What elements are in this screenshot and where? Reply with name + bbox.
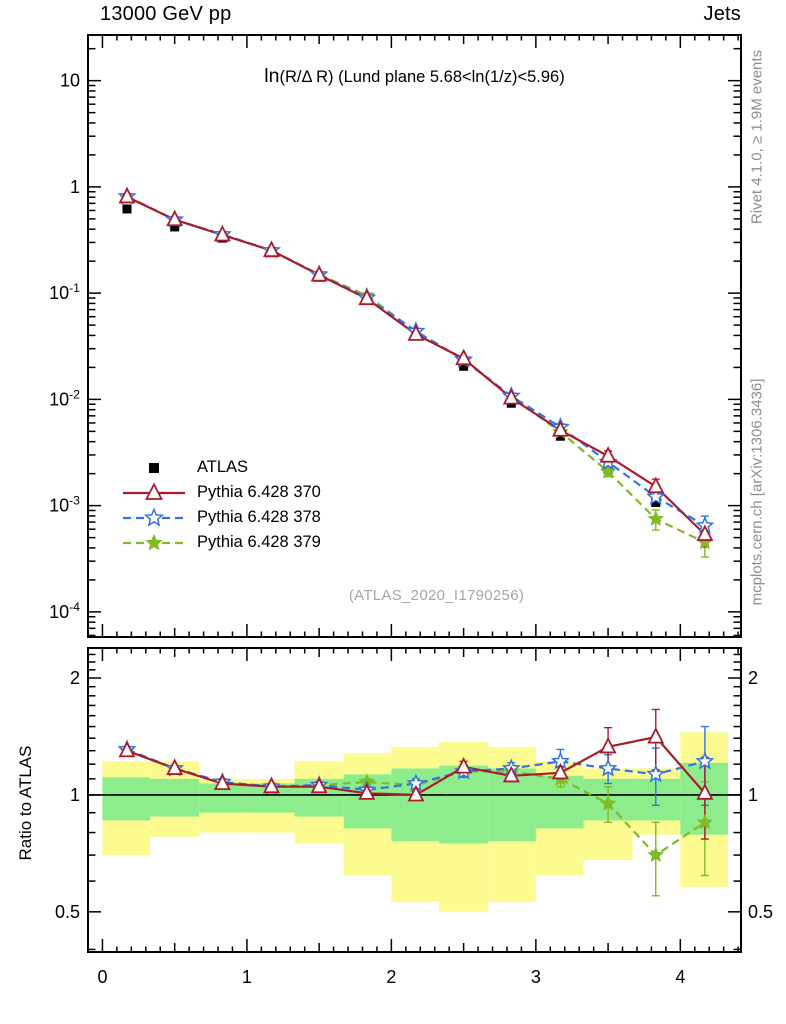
header-beam-energy: 13000 GeV pp [100,3,232,25]
legend-label-pythia-379: Pythia 6.428 379 [197,533,321,551]
legend-marker-atlas [149,462,159,473]
main-y-tick-label: 10 [60,71,80,91]
marker-star-filled [145,533,163,550]
legend-row-pythia-370: Pythia 6.428 370 [120,480,321,505]
main-y-tick-label: 10-1 [49,281,80,303]
plot-title: ln(R/Δ R) (Lund plane 5.68<ln(1/z)<5.96) [88,65,741,88]
ratio-uncertainty-bands [102,732,728,912]
marker-triangle-open [358,783,376,800]
marker-triangle-open [502,387,520,405]
marker-triangle-open [263,240,280,257]
marker-star-filled [647,510,665,526]
ratio-y-tick-label-right: 1 [748,785,758,805]
marker-triangle-open [263,776,280,794]
ratio-y-tick-label-right: 0.5 [748,902,773,922]
plot-title-rest: (R/Δ R) (Lund plane 5.68<ln(1/z)<5.96) [279,68,565,86]
marker-square [122,204,132,214]
ratio-panel-series [117,708,715,897]
marker-triangle-open [599,446,617,463]
marker-triangle-open [599,736,617,754]
axis-ticks [88,35,741,952]
marker-star-open [143,506,165,527]
marker-triangle-open [166,209,184,227]
marker-square [170,222,180,232]
band-green-bin [102,777,151,821]
marker-triangle-open [310,265,328,282]
main-panel-series [117,186,715,558]
ratio-y-tick-label-left: 1 [70,785,80,805]
marker-triangle-open [551,420,569,437]
ratio-y-tick-label-left: 0.5 [55,902,80,922]
x-tick-label: 1 [242,967,252,987]
marker-triangle-open [407,784,425,802]
marker-triangle-open [696,524,714,541]
legend-marker-pythia-370 [123,481,185,500]
marker-star-open [646,764,666,783]
x-tick-label: 3 [531,967,541,987]
legend-row-pythia-378: Pythia 6.428 378 [120,505,321,530]
marker-triangle-open [118,740,136,758]
main-y-tick-label: 10-2 [49,387,80,409]
legend-marker-pythia-379 [123,533,185,550]
marker-triangle-open [310,776,328,794]
legend-label-atlas: ATLAS [197,458,249,476]
legend-row-atlas: ATLAS [120,455,321,480]
main-y-tick-label: 1 [70,177,80,197]
axis-tick-labels: 10 1 10-1 10-2 10-3 10-4 0.5 0.5 1 1 2 2 0 1 2 3 4 [49,71,773,987]
plot-title-lead: ln [264,65,280,87]
marker-triangle-open [502,765,520,783]
band-green-bin [632,778,681,821]
ratio-y-tick-label-right: 2 [748,668,758,688]
legend-label-pythia-378: Pythia 6.428 378 [197,508,321,526]
marker-triangle-open [358,288,376,306]
ratio-y-tick-label-left: 2 [70,668,80,688]
band-green-bin [439,765,489,844]
main-y-tick-label: 10-3 [49,494,80,516]
legend-marker-pythia-378 [123,506,185,527]
marker-star-filled [599,794,617,811]
x-tick-label: 4 [675,967,685,987]
x-tick-label: 2 [386,967,396,987]
marker-triangle-open [551,762,569,780]
legend: ATLAS Pythia 6.428 370 Pythia 6.428 378 … [120,455,321,555]
marker-triangle-open [455,756,473,774]
marker-triangle-open [647,726,665,744]
marker-triangle-open [647,476,665,494]
band-green-bin [535,775,584,829]
marker-triangle-open [166,758,184,775]
marker-star-filled [696,813,714,830]
marker-star-open [598,758,618,777]
legend-row-pythia-379: Pythia 6.428 379 [120,530,321,555]
header-process: Jets [703,3,741,25]
x-tick-label: 0 [97,967,107,987]
legend-label-pythia-370: Pythia 6.428 370 [197,483,321,501]
marker-triangle-open [696,783,714,800]
marker-triangle-open [145,481,163,500]
marker-square [651,498,661,508]
ratio-panel-frame [87,647,742,953]
band-green-bin [150,778,200,817]
marker-triangle-open [213,224,231,242]
analysis-watermark: (ATLAS_2020_I1790256) [348,587,525,604]
marker-triangle-open [213,773,231,791]
marker-triangle-open [407,324,425,341]
marker-square [459,361,469,371]
marker-star-filled [647,846,665,863]
marker-triangle-open [455,348,473,366]
marker-star-open [646,486,666,505]
marker-square [149,462,159,473]
marker-star-open [695,751,715,770]
main-y-tick-label: 10-4 [49,600,80,622]
marker-triangle-open [118,186,136,204]
